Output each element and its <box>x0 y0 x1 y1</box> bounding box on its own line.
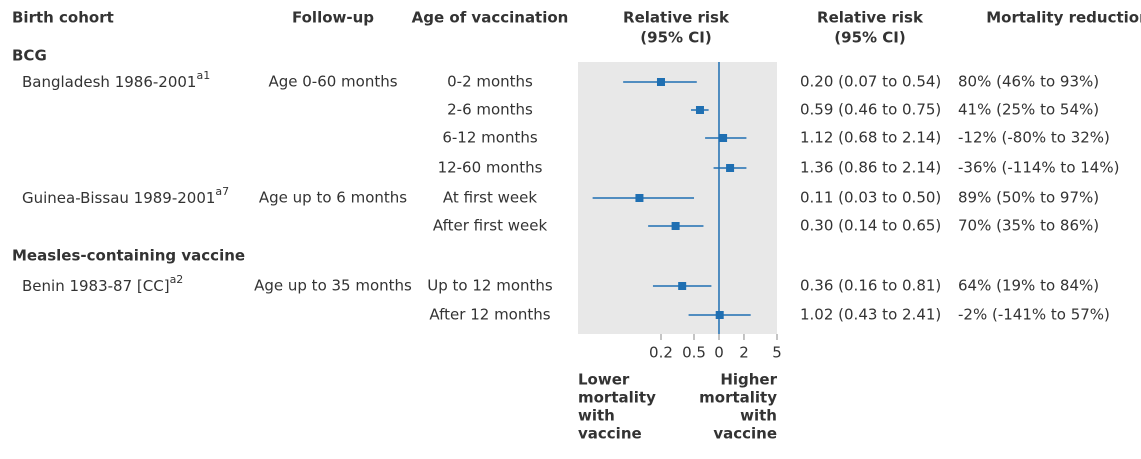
rr-label: 1.12 (0.68 to 2.14) <box>800 129 941 147</box>
footer-left: vaccine <box>578 425 642 443</box>
point <box>671 222 680 230</box>
cohort-ref: a7 <box>215 185 229 198</box>
footer-right: vaccine <box>713 425 777 443</box>
x-tick-label: 0 <box>714 344 724 362</box>
header-age: Age of vaccination <box>412 9 569 27</box>
cohort: Guinea-Bissau 1989-2001a7 <box>22 185 229 207</box>
reduction: -36% (-114% to 14%) <box>958 159 1119 177</box>
x-tick-label: 2 <box>739 344 749 362</box>
follow-up: Age up to 35 months <box>254 277 412 295</box>
header-follow-up: Follow-up <box>292 9 374 27</box>
follow-up: Age up to 6 months <box>259 189 407 207</box>
rr-label: 0.30 (0.14 to 0.65) <box>800 217 941 235</box>
x-tick-label: 0.5 <box>682 344 706 362</box>
header-plot: Relative risk <box>623 9 730 27</box>
footer-left: mortality <box>578 389 656 407</box>
age: 0-2 months <box>447 73 533 91</box>
age: 2-6 months <box>447 101 533 119</box>
reduction: 89% (50% to 97%) <box>958 189 1099 207</box>
reduction: 41% (25% to 54%) <box>958 101 1099 119</box>
header-plot: (95% CI) <box>640 29 711 47</box>
age: 6-12 months <box>442 129 537 147</box>
cohort-name: Benin 1983-87 [CC] <box>22 277 170 295</box>
reduction: 80% (46% to 93%) <box>958 73 1099 91</box>
point <box>715 311 724 319</box>
age: At first week <box>443 189 537 207</box>
footer-right: with <box>740 407 777 425</box>
rr-label: 0.11 (0.03 to 0.50) <box>800 189 941 207</box>
x-tick-label: 0.2 <box>649 344 673 362</box>
footer-left: Lower <box>578 371 630 389</box>
reduction: 64% (19% to 84%) <box>958 277 1099 295</box>
rr-label: 0.20 (0.07 to 0.54) <box>800 73 941 91</box>
reduction: -2% (-141% to 57%) <box>958 306 1110 324</box>
section-title: Measles-containing vaccine <box>12 247 245 265</box>
reduction: -12% (-80% to 32%) <box>958 129 1110 147</box>
cohort: Benin 1983-87 [CC]a2 <box>22 273 183 295</box>
point <box>678 282 687 290</box>
cohort-name: Bangladesh 1986-2001 <box>22 73 196 91</box>
reduction: 70% (35% to 86%) <box>958 217 1099 235</box>
cohort-ref: a1 <box>196 69 210 82</box>
age: 12-60 months <box>438 159 543 177</box>
age: After 12 months <box>429 306 550 324</box>
cohort-ref: a2 <box>170 273 184 286</box>
footer-right: mortality <box>699 389 777 407</box>
rr-label: 1.02 (0.43 to 2.41) <box>800 306 941 324</box>
cohort: Bangladesh 1986-2001a1 <box>22 69 210 91</box>
header-rr: Relative risk <box>817 9 924 27</box>
footer-right: Higher <box>720 371 777 389</box>
point <box>719 134 728 142</box>
header-cohort: Birth cohort <box>12 9 114 27</box>
section-title: BCG <box>12 47 47 65</box>
point <box>656 78 665 86</box>
header-reduction: Mortality reduction <box>986 9 1141 27</box>
age: Up to 12 months <box>427 277 553 295</box>
point <box>726 164 735 172</box>
age: After first week <box>433 217 548 235</box>
point <box>695 106 704 114</box>
x-tick-label: 5 <box>772 344 782 362</box>
rr-label: 0.59 (0.46 to 0.75) <box>800 101 941 119</box>
rr-label: 0.36 (0.16 to 0.81) <box>800 277 941 295</box>
point <box>635 194 644 202</box>
header-rr: (95% CI) <box>834 29 905 47</box>
rr-label: 1.36 (0.86 to 2.14) <box>800 159 941 177</box>
cohort-name: Guinea-Bissau 1989-2001 <box>22 189 215 207</box>
footer-left: with <box>578 407 615 425</box>
follow-up: Age 0-60 months <box>268 73 397 91</box>
